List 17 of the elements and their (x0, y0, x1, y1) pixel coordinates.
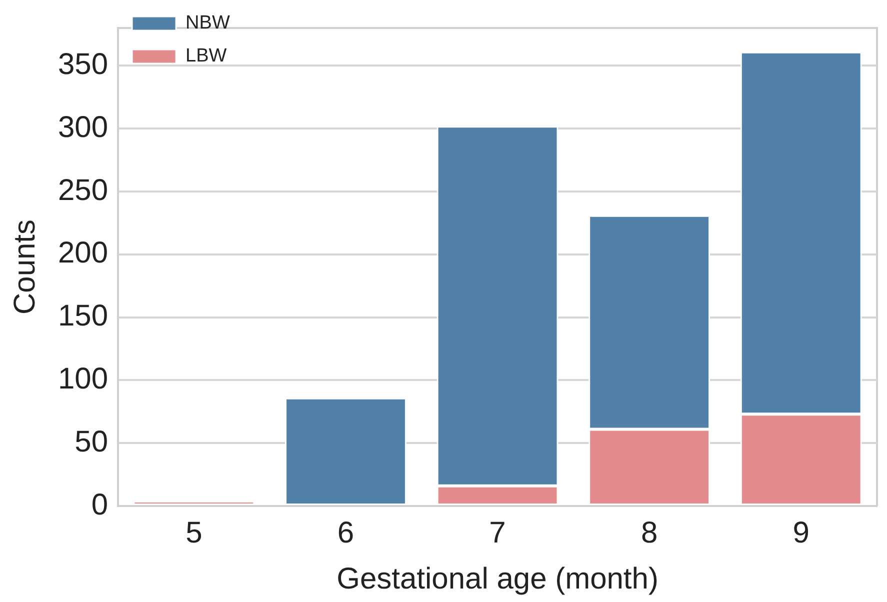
y-tick-label: 250 (58, 174, 108, 207)
y-tick-label: 100 (58, 362, 108, 396)
legend-label: NBW (186, 12, 230, 34)
legend-label: LBW (186, 46, 227, 67)
y-axis-title: Counts (8, 219, 42, 315)
x-tick-label: 5 (186, 516, 202, 550)
y-tick-label: 50 (74, 425, 108, 458)
x-tick-label: 9 (792, 516, 810, 550)
y-tick-label: 0 (91, 488, 108, 522)
y-tick-label: 200 (58, 236, 108, 270)
x-tick-label: 6 (337, 516, 354, 550)
x-axis-title: Gestational age (month) (336, 562, 658, 596)
x-tick-label: 8 (640, 516, 658, 550)
y-tick-label: 350 (58, 48, 108, 81)
x-tick-label: 7 (489, 516, 506, 550)
y-tick-label: 300 (58, 110, 108, 144)
y-tick-label: 150 (58, 300, 108, 333)
